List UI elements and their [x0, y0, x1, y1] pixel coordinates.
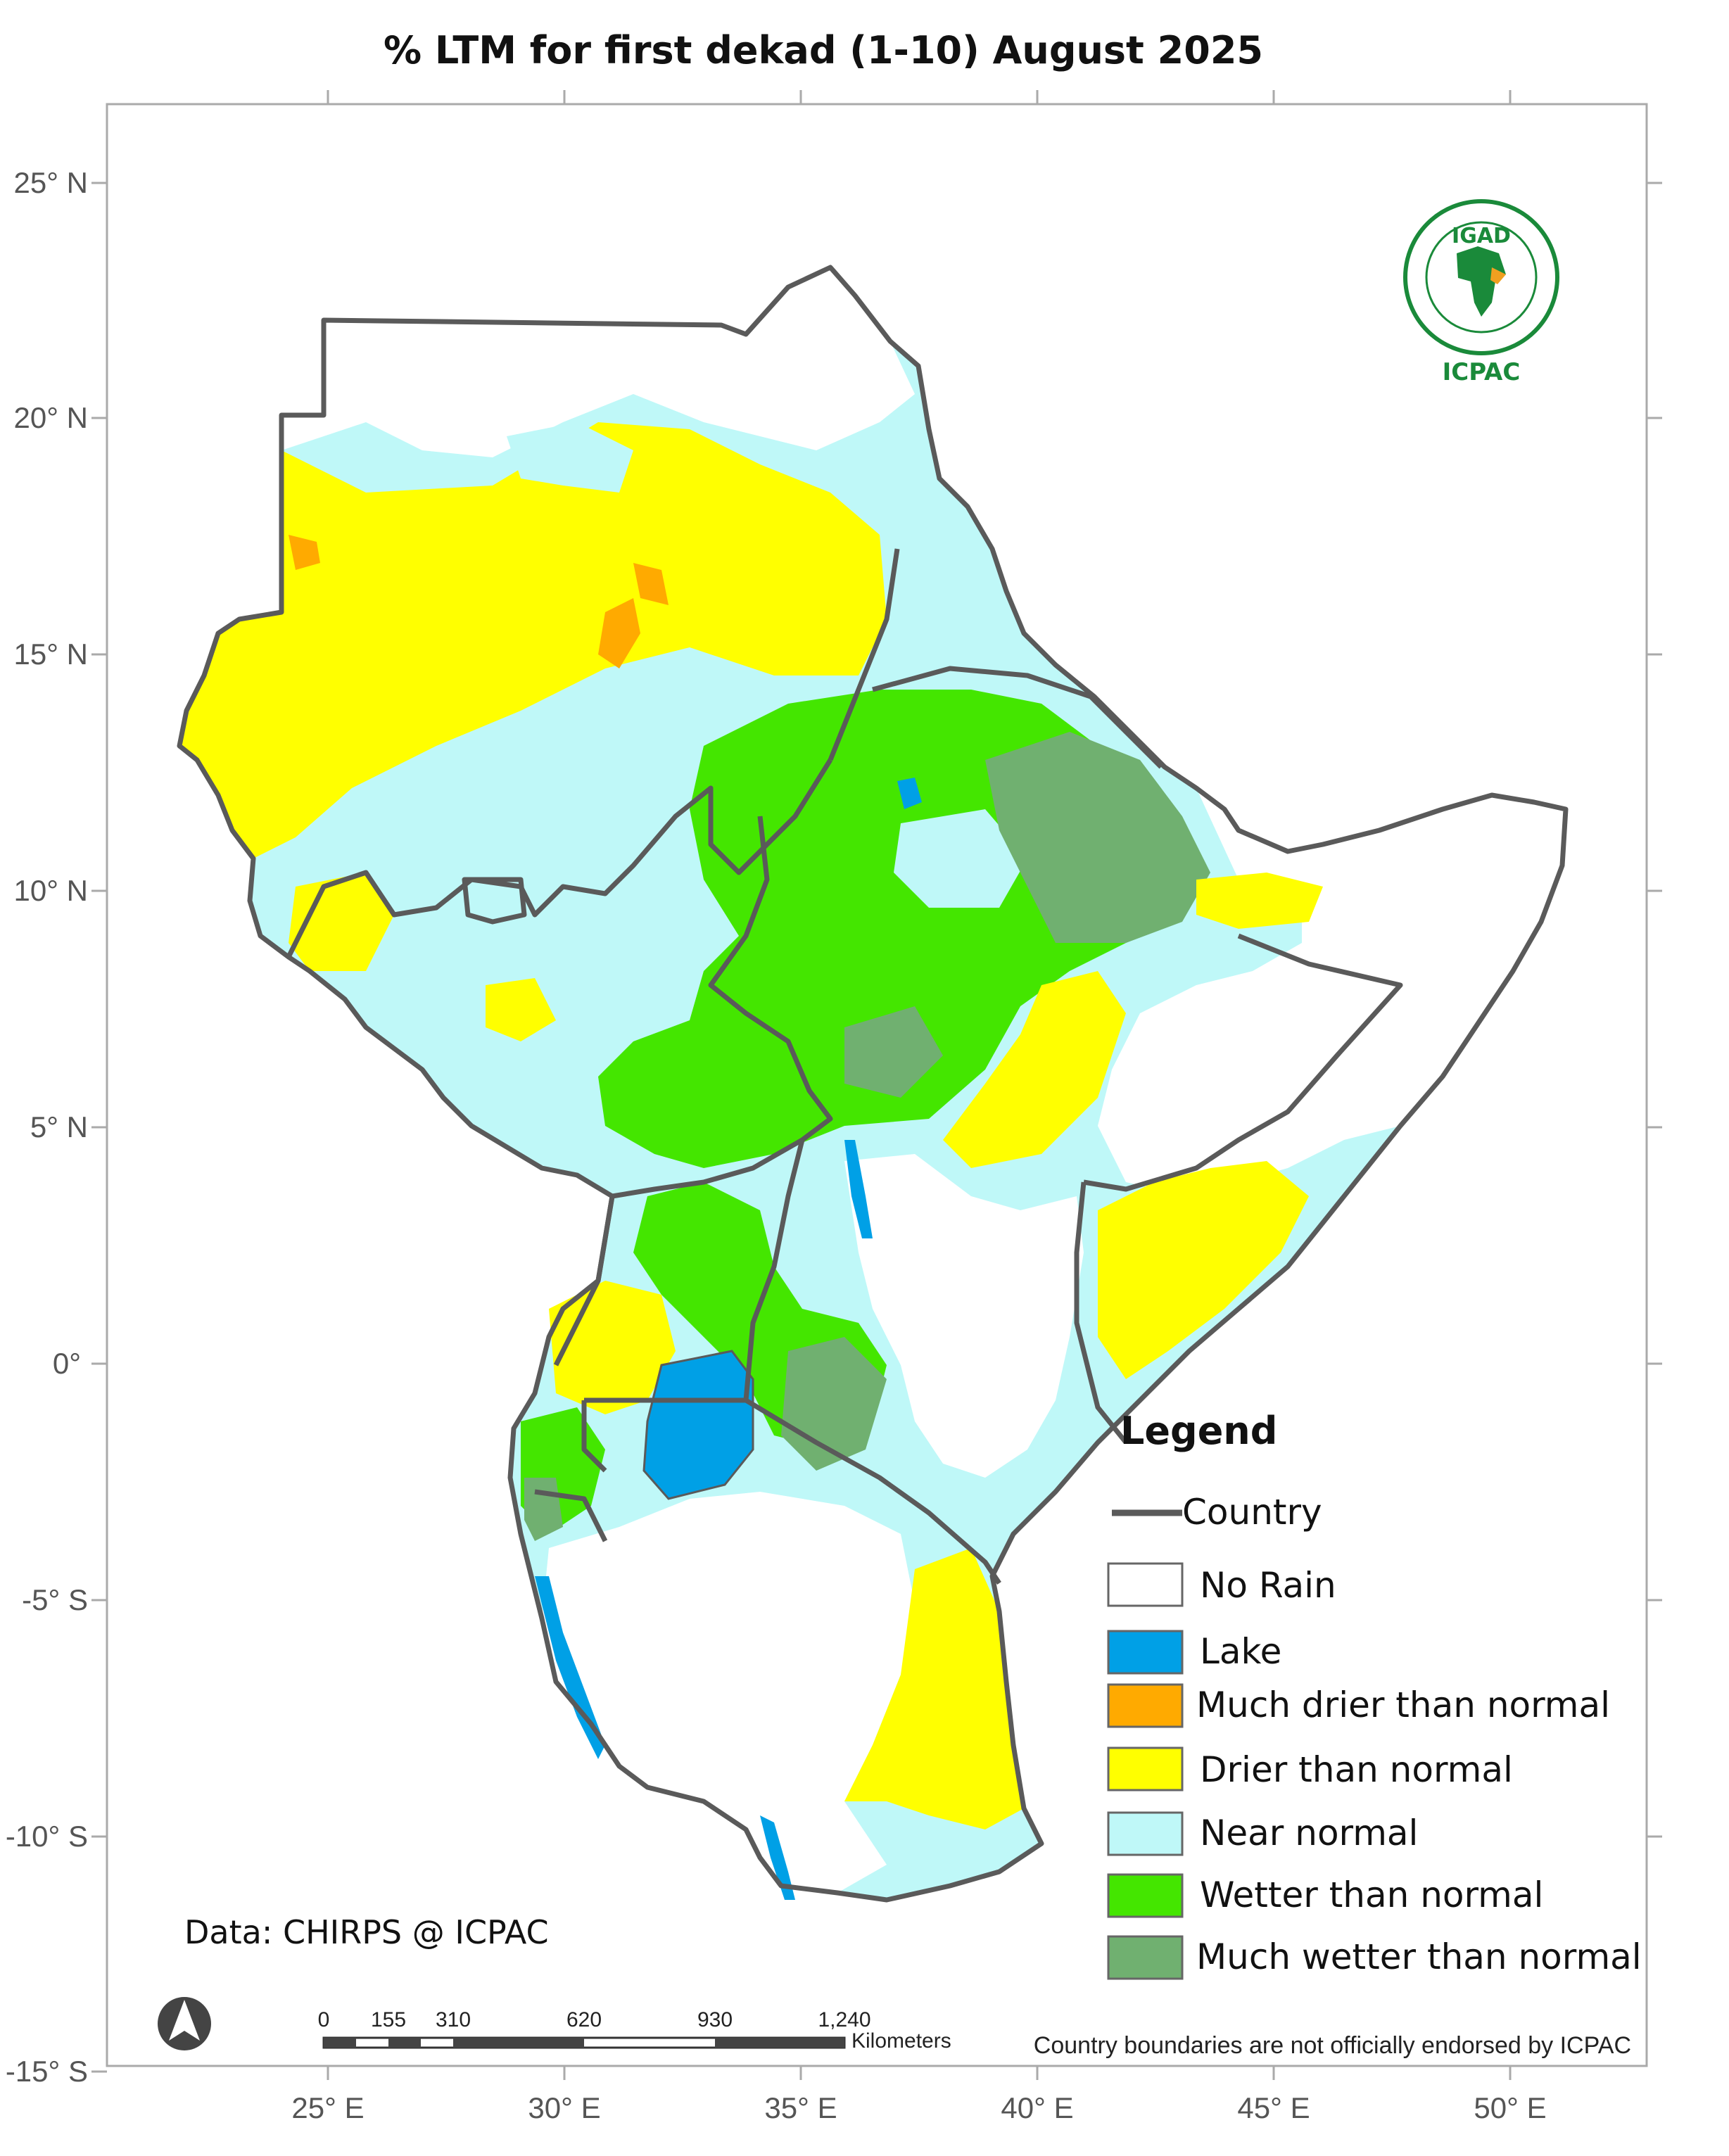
border-car-chad-notch [462, 877, 527, 925]
region-near-normal-north [507, 422, 633, 493]
legend-label-wetter: Wetter than normal [1200, 1875, 1543, 1915]
lat-label-5s: -5° S [22, 1583, 88, 1616]
border-south-sudan-ethiopia [612, 816, 833, 1199]
legend-title: Legend [1120, 1409, 1277, 1453]
north-arrow-icon [158, 1997, 211, 2050]
scale-bar: 0 155 310 620 930 1,240 Kilometers [318, 2008, 951, 2053]
lat-label-15n: 15° N [13, 638, 88, 671]
lake-victoria-border [642, 1350, 754, 1500]
legend-label-no-rain: No Rain [1200, 1565, 1336, 1606]
legend-swatch-drier [1107, 1746, 1184, 1792]
country-borders [177, 265, 1569, 1903]
africa-shape-icon [1457, 246, 1506, 317]
lon-label-25e: 25° E [291, 2091, 364, 2124]
scale-tick-0: 0 [318, 2008, 330, 2031]
lat-label-10s: -10° S [6, 1820, 88, 1853]
border-kenya-tanzania [745, 1397, 1001, 1585]
legend-label-drier: Drier than normal [1200, 1749, 1513, 1790]
legend-swatch-much-wetter [1107, 1935, 1184, 1980]
border-tanzania-uganda-rwanda [534, 1397, 746, 1542]
region-drier-west [289, 873, 394, 971]
border-ethiopia-somalia [1083, 933, 1403, 1192]
region-near-normal-ethiopia [894, 809, 1027, 908]
region-drier-sudan [179, 422, 887, 858]
border-sudan-south-sudan [286, 759, 832, 958]
horn-highlight-icon [1490, 267, 1506, 284]
region-much-drier-1 [598, 598, 640, 668]
lat-label-25n: 25° N [13, 166, 88, 199]
legend-swatch-no-rain [1107, 1562, 1184, 1607]
lat-label-15s: -15° S [6, 2055, 88, 2088]
lake-victoria [644, 1351, 753, 1499]
logo-bottom-text: ICPAC [1443, 358, 1521, 386]
legend-label-lake: Lake [1200, 1631, 1281, 1672]
region-no-rain-horn [1098, 788, 1566, 1196]
legend: Legend Country No Rain Lake Much drier t… [1107, 1409, 1642, 1980]
data-credit: Data: CHIRPS @ ICPAC [184, 1913, 549, 1951]
region-no-rain-kenya [844, 1154, 1084, 1478]
region-much-drier-3 [289, 535, 320, 570]
map-frame [106, 103, 1648, 2067]
border-sudan-ethiopia [828, 548, 900, 761]
border-uganda-kenya [743, 1139, 805, 1401]
scale-tick-310: 310 [436, 2008, 471, 2031]
region-no-rain-north [281, 267, 915, 457]
legend-swatch-much-drier [1107, 1683, 1184, 1728]
disclaimer: Country boundaries are not officially en… [1034, 2032, 1631, 2059]
legend-country-label: Country [1182, 1492, 1322, 1533]
tick-marks [91, 90, 1662, 2080]
region-drier-west-2 [486, 978, 556, 1041]
lake-tanganyika [535, 1576, 605, 1759]
legend-label-much-wetter: Much wetter than normal [1196, 1936, 1642, 1977]
lat-label-0: 0° [53, 1347, 81, 1380]
region-drier-tanzania-coast [844, 1548, 1024, 1830]
region-much-wetter-ethiopia [985, 732, 1210, 943]
scale-tick-930: 930 [697, 2008, 733, 2031]
scale-tick-155: 155 [371, 2008, 406, 2031]
lon-label-50e: 50° E [1474, 2091, 1546, 2124]
legend-swatch-near-normal [1107, 1811, 1184, 1856]
region-much-drier-2 [633, 563, 669, 605]
lake-tana [897, 778, 922, 809]
lon-label-30e: 30° E [528, 2091, 600, 2124]
scale-tick-620: 620 [566, 2008, 602, 2031]
scale-unit: Kilometers [851, 2029, 951, 2053]
border-eritrea-ethiopia [872, 666, 1163, 769]
map-title: % LTM for first dekad (1-10) August 2025 [384, 28, 1263, 72]
border-outline [177, 265, 1569, 1903]
border-kenya-somalia [1074, 1181, 1128, 1445]
region-drier-somalia-south [1098, 1161, 1309, 1379]
lake-turkana [844, 1140, 873, 1238]
legend-label-much-drier: Much drier than normal [1196, 1685, 1610, 1725]
lon-label-45e: 45° E [1237, 2091, 1310, 2124]
lon-label-40e: 40° E [1001, 2091, 1073, 2124]
lat-label-5n: 5° N [30, 1110, 88, 1143]
border-drc-uganda [553, 1196, 615, 1366]
logo-top-text: IGAD [1452, 224, 1511, 248]
region-no-rain-tanzania [542, 1492, 915, 1893]
lat-label-10n: 10° N [13, 874, 88, 907]
legend-swatch-lake [1107, 1630, 1184, 1675]
igad-emblem-inner-ring [1425, 221, 1538, 334]
scale-tick-1240: 1,240 [818, 2008, 870, 2031]
lake-malawi [760, 1815, 795, 1900]
region-drier-somaliland [1196, 873, 1323, 929]
legend-label-near-normal: Near normal [1200, 1813, 1418, 1853]
lat-label-20n: 20° N [13, 401, 88, 434]
legend-swatch-wetter [1107, 1873, 1184, 1918]
region-drier-ogaden [943, 971, 1126, 1168]
igad-logo: IGAD ICPAC [1403, 199, 1559, 386]
map-regions [179, 267, 1566, 1900]
region-much-wetter-ethiopia-2 [844, 1006, 943, 1098]
lon-label-35e: 35° E [764, 2091, 837, 2124]
